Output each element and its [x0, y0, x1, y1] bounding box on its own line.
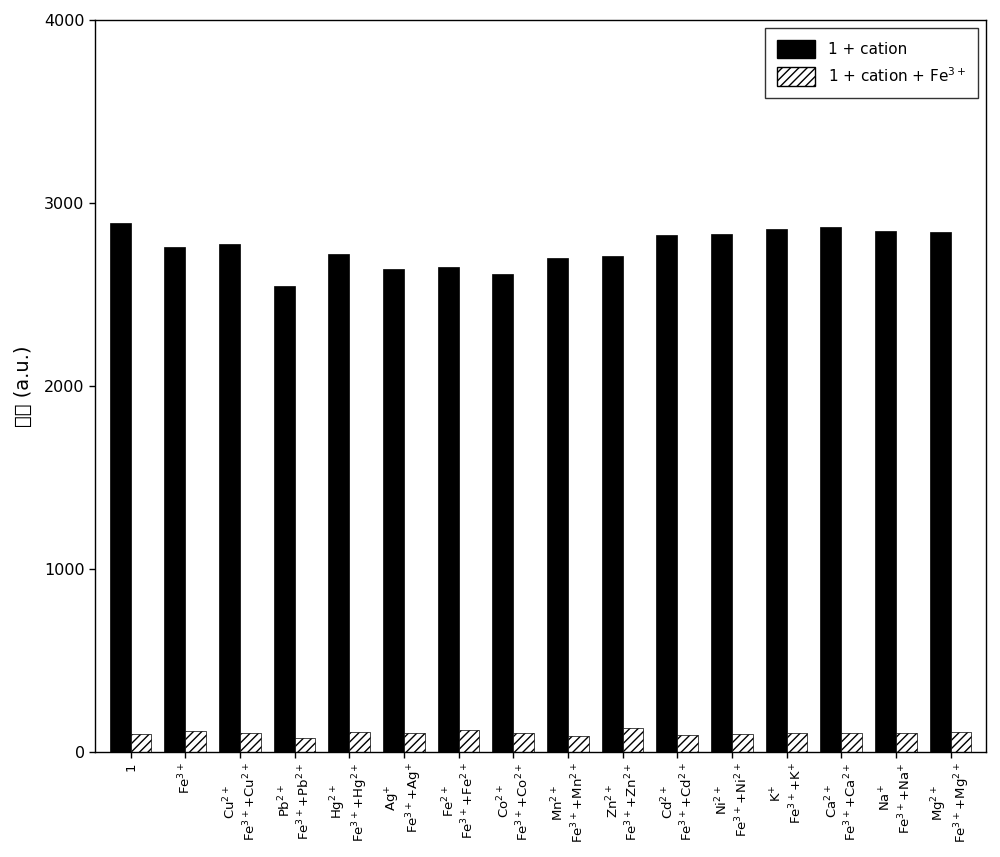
Bar	[547, 258, 568, 752]
Bar	[656, 235, 677, 752]
Bar	[766, 230, 787, 752]
Bar	[732, 734, 753, 752]
Bar	[404, 734, 425, 752]
Bar	[274, 286, 295, 752]
Bar	[623, 728, 643, 752]
Y-axis label: 強度 (a.u.): 強度 (a.u.)	[14, 345, 33, 427]
Bar	[513, 734, 534, 752]
Bar	[295, 738, 315, 752]
Bar	[131, 734, 151, 752]
Bar	[164, 247, 185, 752]
Bar	[930, 232, 951, 752]
Bar	[896, 734, 917, 752]
Bar	[711, 234, 732, 752]
Bar	[349, 733, 370, 752]
Bar	[240, 734, 261, 752]
Bar	[492, 274, 513, 752]
Bar	[110, 223, 131, 752]
Bar	[328, 254, 349, 752]
Bar	[787, 734, 807, 752]
Bar	[820, 226, 841, 752]
Bar	[568, 736, 589, 752]
Bar	[602, 256, 623, 752]
Bar	[841, 734, 862, 752]
Bar	[677, 735, 698, 752]
Bar	[875, 231, 896, 752]
Bar	[219, 244, 240, 752]
Bar	[438, 267, 459, 752]
Bar	[951, 733, 971, 752]
Bar	[459, 729, 479, 752]
Bar	[185, 732, 206, 752]
Bar	[383, 269, 404, 752]
Legend: 1 + cation, 1 + cation + Fe$^{3+}$: 1 + cation, 1 + cation + Fe$^{3+}$	[765, 27, 978, 99]
